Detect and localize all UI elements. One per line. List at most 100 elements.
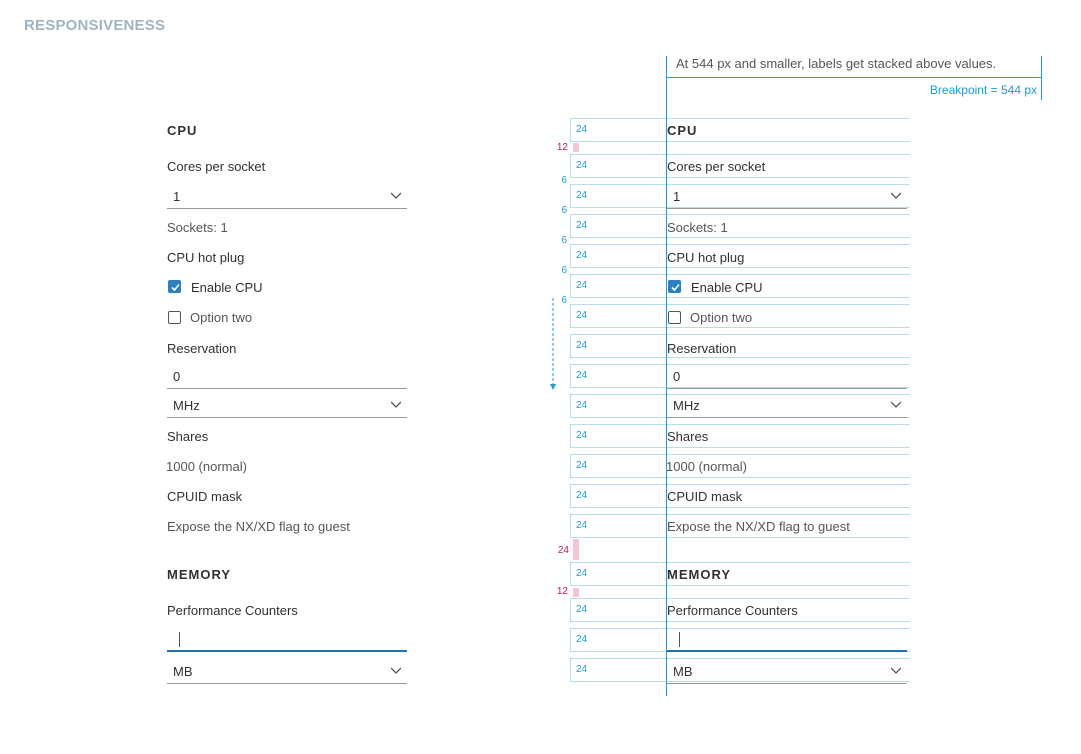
row-height-label: 24 [576,190,588,201]
row-guide [570,214,910,238]
reservation-unit-value: MHz [173,398,200,413]
reservation-unit-select[interactable]: MHz [667,394,907,418]
memory-section-title: MEMORY [667,567,732,582]
chevron-down-icon [891,667,901,674]
chevron-down-icon [891,401,901,408]
cores-per-socket-label: Cores per socket [167,159,266,174]
cpu-hot-plug-label: CPU hot plug [667,250,745,265]
row-height-label: 24 [576,520,588,531]
gap-label: 6 [561,295,567,306]
spacing-bar [573,588,579,597]
breakpoint-label: Breakpoint = 544 px [929,83,1037,97]
row-guide [570,274,910,298]
cores-per-socket-select[interactable]: 1 [167,185,407,209]
text-cursor [679,632,680,647]
row-height-label: 24 [576,604,588,615]
reservation-unit-select[interactable]: MHz [167,394,407,418]
gap-label: 24 [557,545,569,556]
memory-unit-value: MB [673,664,693,679]
gap-label: 6 [561,205,567,216]
shares-label: Shares [667,429,709,444]
memory-unit-select[interactable]: MB [167,660,407,684]
row-guide [570,184,910,208]
row-height-label: 24 [576,250,588,261]
reservation-input[interactable]: 0 [167,365,407,389]
check-icon [171,283,180,292]
cores-per-socket-select[interactable]: 1 [667,185,907,209]
reservation-value: 0 [673,369,681,384]
cores-per-socket-label: Cores per socket [667,159,766,174]
performance-counters-input[interactable] [167,628,407,652]
enable-cpu-label[interactable]: Enable CPU [691,280,763,295]
row-height-label: 24 [576,634,588,645]
reservation-value: 0 [173,369,181,384]
cpuid-mask-value: Expose the NX/XD flag to guest [167,519,350,534]
reservation-label: Reservation [667,341,737,356]
row-height-label: 24 [576,310,588,321]
breakpoint-note-text: At 544 px and smaller, labels get stacke… [676,56,997,71]
shares-value: 1000 (normal) [666,459,747,474]
gap-label: 12 [556,586,568,597]
reservation-label: Reservation [167,341,237,356]
shares-label: Shares [167,429,209,444]
cpu-hot-plug-label: CPU hot plug [167,250,245,265]
enable-cpu-checkbox[interactable] [668,280,681,293]
cpu-section-title: CPU [667,123,698,138]
chevron-down-icon [391,401,401,408]
check-icon [671,283,680,292]
memory-unit-value: MB [173,664,193,679]
performance-counters-label: Performance Counters [167,603,298,618]
row-guide [570,154,910,178]
row-height-label: 24 [576,460,588,471]
cores-per-socket-value: 1 [673,189,681,204]
gap-label: 6 [561,175,567,186]
row-guide [570,334,910,358]
spacing-bar [573,539,579,560]
arrow-down-icon [550,298,556,390]
row-height-label: 24 [576,220,588,231]
cpuid-mask-label: CPUID mask [667,489,743,504]
option-two-checkbox[interactable] [668,311,681,324]
row-guide [570,562,910,586]
cores-per-socket-value: 1 [173,189,181,204]
enable-cpu-label[interactable]: Enable CPU [191,280,263,295]
row-height-label: 24 [576,280,588,291]
row-height-label: 24 [576,664,588,675]
row-height-label: 24 [576,568,588,579]
row-guide [570,598,910,622]
cpu-section-title: CPU [167,123,198,138]
option-two-label[interactable]: Option two [190,310,253,325]
row-guide [570,514,910,538]
breakpoint-line [666,56,667,696]
row-height-label: 24 [576,430,588,441]
row-height-label: 24 [576,400,588,411]
option-two-checkbox[interactable] [168,311,181,324]
enable-cpu-checkbox[interactable] [168,280,181,293]
chevron-down-icon [391,667,401,674]
reservation-input[interactable]: 0 [667,365,907,389]
performance-counters-input[interactable] [667,628,907,652]
text-cursor [179,632,180,647]
spacing-bar [573,143,579,152]
row-guide [570,364,910,388]
option-two-label[interactable]: Option two [690,310,753,325]
chevron-down-icon [391,192,401,199]
row-guide [570,484,910,508]
cpuid-mask-label: CPUID mask [167,489,243,504]
chevron-down-icon [891,192,901,199]
memory-unit-select[interactable]: MB [667,660,907,684]
sockets-text: Sockets: 1 [667,220,728,235]
row-guide [570,244,910,268]
row-height-label: 24 [576,340,588,351]
gap-label: 12 [556,142,568,153]
page-heading: RESPONSIVENESS [24,17,166,34]
sockets-text: Sockets: 1 [167,220,228,235]
performance-counters-label: Performance Counters [667,603,798,618]
breakpoint-marker: Breakpoint = 544 px [667,78,1042,100]
cpuid-mask-value: Expose the NX/XD flag to guest [667,519,850,534]
gap-label: 6 [561,235,567,246]
reservation-unit-value: MHz [673,398,700,413]
row-height-label: 24 [576,370,588,381]
row-guide [570,454,910,478]
row-height-label: 24 [576,124,588,135]
